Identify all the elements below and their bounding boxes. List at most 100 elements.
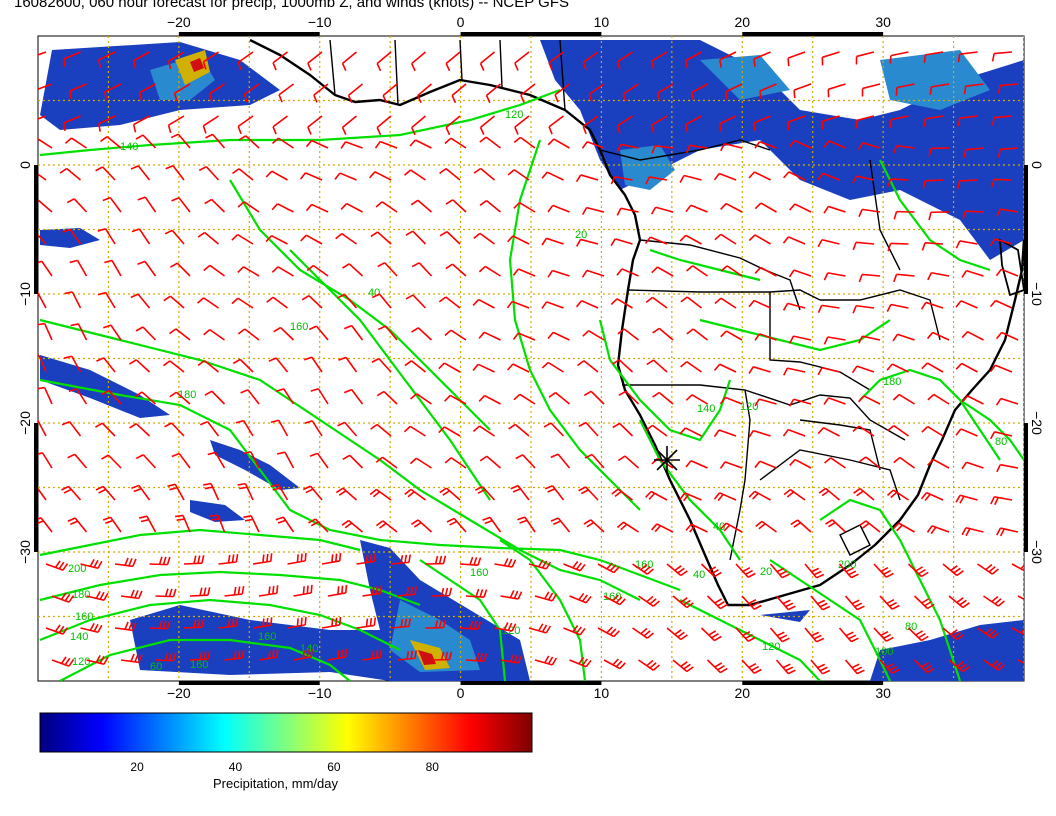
wind-barb xyxy=(102,196,122,213)
wind-barb xyxy=(445,199,467,213)
wind-barb xyxy=(61,485,82,501)
wind-barb xyxy=(550,517,571,533)
wind-barb xyxy=(983,595,1005,607)
wind-barb xyxy=(679,174,702,183)
wind-barb xyxy=(926,525,950,535)
wind-barb xyxy=(45,560,69,571)
wind-barb xyxy=(198,165,220,181)
wind-barb xyxy=(306,264,329,277)
wind-barb xyxy=(686,328,708,341)
wind-barb xyxy=(270,419,289,437)
wind-barb xyxy=(272,115,288,135)
top-tick-bar xyxy=(460,32,602,36)
contour-label: 40 xyxy=(693,569,705,581)
wind-barb xyxy=(921,362,944,373)
wind-barb xyxy=(759,83,777,100)
wind-barb xyxy=(858,520,881,533)
precip-colorbar xyxy=(39,712,533,753)
wind-barb xyxy=(341,519,364,533)
wind-barb xyxy=(321,552,342,565)
contour-label-layer: 140 120 20 40 160 180 200 180 160 140 120 160 140 160… xyxy=(68,109,1007,673)
wind-barb xyxy=(652,327,674,341)
wind-barb xyxy=(472,363,495,373)
wind-barb xyxy=(584,453,605,469)
wind-barb xyxy=(266,296,288,309)
wind-barb xyxy=(961,526,984,537)
wind-barb xyxy=(754,398,777,407)
wind-barb xyxy=(135,134,157,149)
wind-barb xyxy=(886,303,909,313)
wind-barb xyxy=(638,595,660,607)
wind-barb xyxy=(789,335,812,344)
wind-barb xyxy=(753,115,771,132)
wind-barb xyxy=(66,198,88,213)
wind-barb xyxy=(410,115,427,136)
top-lon-label: 10 xyxy=(594,14,610,30)
wind-barb xyxy=(506,300,530,309)
wind-barb xyxy=(858,456,881,469)
wind-barb xyxy=(961,330,984,341)
wind-barb xyxy=(97,51,116,68)
contour-label: 160 xyxy=(258,631,276,643)
wind-barb xyxy=(714,297,737,309)
right-tick-bar xyxy=(1024,165,1028,294)
wind-barb xyxy=(67,453,88,469)
wind-barb xyxy=(235,419,254,437)
wind-barb xyxy=(893,273,915,283)
wind-barb xyxy=(299,172,323,181)
wind-barb xyxy=(209,514,226,533)
wind-barb xyxy=(957,179,978,189)
wind-barb xyxy=(376,390,398,405)
wind-barb xyxy=(684,115,702,133)
wind-barb xyxy=(991,115,1013,126)
contour-label: 160 xyxy=(190,659,208,671)
wind-barb xyxy=(913,659,935,674)
wind-barb xyxy=(506,363,530,373)
wind-barb xyxy=(578,486,599,501)
wind-barb xyxy=(293,584,313,597)
bottom-tick-bar xyxy=(178,681,320,685)
wind-barb xyxy=(472,298,495,309)
wind-barb xyxy=(369,488,392,501)
wind-barb xyxy=(170,133,191,149)
wind-barb xyxy=(638,659,660,671)
wind-barb xyxy=(97,115,116,132)
wind-barb xyxy=(853,487,875,501)
wind-barb xyxy=(713,492,737,502)
wind-barb xyxy=(818,487,841,501)
wind-barb xyxy=(404,488,426,501)
contour-label: 140 xyxy=(697,403,715,415)
wind-barb xyxy=(961,269,984,278)
lat-lon-grid xyxy=(38,36,1024,681)
contour-label: 160 xyxy=(290,321,308,333)
wind-barb xyxy=(769,563,790,579)
wind-barb xyxy=(403,425,426,437)
wind-barb xyxy=(679,492,702,502)
wind-barb xyxy=(479,199,502,213)
wind-barb xyxy=(582,329,605,341)
wind-barb xyxy=(928,147,950,157)
wind-barb xyxy=(650,206,674,215)
wind-barb xyxy=(517,516,536,533)
wind-barb xyxy=(237,201,260,213)
wind-barb xyxy=(563,560,586,572)
wind-barb xyxy=(597,626,620,638)
wind-barb xyxy=(416,83,433,104)
wind-barb xyxy=(237,51,254,71)
wind-barb xyxy=(38,419,47,437)
wind-barb xyxy=(852,175,875,184)
wind-barb xyxy=(512,268,536,277)
wind-barb xyxy=(439,487,461,501)
wind-barb xyxy=(485,83,502,103)
wind-barb xyxy=(817,238,840,248)
colorbar-tick-label: 60 xyxy=(327,760,341,774)
station-marker xyxy=(654,446,680,474)
wind-barb xyxy=(102,516,122,533)
wind-barb xyxy=(788,139,812,149)
wind-barb xyxy=(926,331,950,341)
wind-barb xyxy=(95,166,116,181)
wind-barb xyxy=(861,83,881,97)
wind-barb xyxy=(370,423,392,437)
contour-label: 140 xyxy=(120,141,138,153)
wind-barb xyxy=(769,627,790,643)
